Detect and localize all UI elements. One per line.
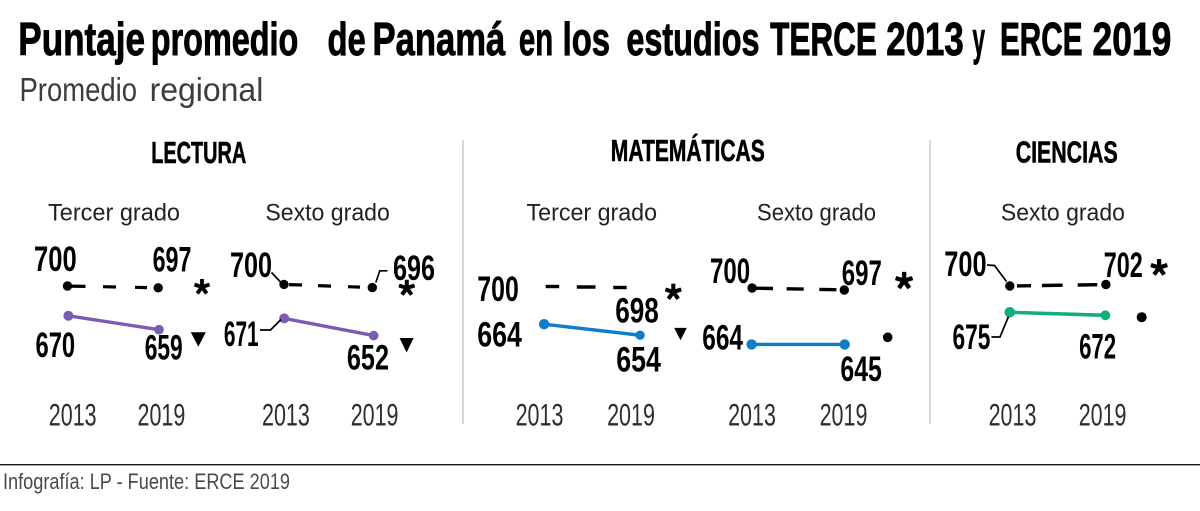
svg-text:2019: 2019 xyxy=(351,397,399,433)
svg-text:700: 700 xyxy=(477,270,519,309)
svg-text:700: 700 xyxy=(34,240,77,279)
svg-text:2013: 2013 xyxy=(886,13,964,65)
svg-text:Tercer grado: Tercer grado xyxy=(527,200,658,227)
svg-text:2019: 2019 xyxy=(607,397,655,433)
svg-text:645: 645 xyxy=(840,350,882,389)
svg-text:y: y xyxy=(973,13,986,65)
svg-text:Puntaje: Puntaje xyxy=(18,13,145,65)
svg-text:de: de xyxy=(328,13,366,65)
svg-text:702: 702 xyxy=(1104,246,1143,285)
svg-text:2019: 2019 xyxy=(138,397,186,433)
svg-text:698: 698 xyxy=(615,292,659,331)
svg-text:regional: regional xyxy=(150,71,264,108)
svg-text:700: 700 xyxy=(710,252,750,291)
svg-text:promedio: promedio xyxy=(151,13,298,65)
svg-text:700: 700 xyxy=(230,246,272,285)
svg-text:Tercer grado: Tercer grado xyxy=(48,200,180,227)
svg-text:2013: 2013 xyxy=(989,397,1037,433)
svg-text:700: 700 xyxy=(944,245,986,284)
svg-text:671: 671 xyxy=(224,315,259,354)
svg-text:los: los xyxy=(563,13,610,65)
svg-text:Sexto grado: Sexto grado xyxy=(265,200,390,227)
svg-text:2019: 2019 xyxy=(820,397,868,433)
svg-text:Sexto grado: Sexto grado xyxy=(1001,200,1125,227)
svg-text:675: 675 xyxy=(953,318,991,357)
svg-text:696: 696 xyxy=(393,249,435,288)
svg-text:664: 664 xyxy=(702,319,743,358)
svg-text:2013: 2013 xyxy=(262,397,310,433)
svg-text:670: 670 xyxy=(36,326,76,365)
svg-text:659: 659 xyxy=(145,328,183,367)
svg-text:Sexto grado: Sexto grado xyxy=(757,200,876,227)
svg-text:2013: 2013 xyxy=(516,397,564,433)
svg-text:CIENCIAS: CIENCIAS xyxy=(1016,135,1118,170)
svg-text:en: en xyxy=(519,13,553,65)
svg-text:697: 697 xyxy=(153,241,192,280)
svg-text:Promedio: Promedio xyxy=(20,71,138,108)
svg-text:697: 697 xyxy=(842,254,882,293)
svg-text:654: 654 xyxy=(616,341,661,380)
svg-text:664: 664 xyxy=(477,316,522,355)
svg-text:ERCE: ERCE xyxy=(1000,13,1083,65)
svg-text:estudios: estudios xyxy=(626,13,759,65)
svg-text:2019: 2019 xyxy=(1093,13,1172,65)
svg-text:Panamá: Panamá xyxy=(373,13,506,65)
svg-text:Infografía: LP - Fuente: ERCE: Infografía: LP - Fuente: ERCE 2019 xyxy=(3,469,290,494)
svg-text:TERCE: TERCE xyxy=(770,13,877,65)
svg-text:2019: 2019 xyxy=(1079,397,1127,433)
svg-text:2013: 2013 xyxy=(49,397,97,433)
svg-text:2013: 2013 xyxy=(728,397,776,433)
svg-text:LECTURA: LECTURA xyxy=(151,135,246,170)
svg-text:672: 672 xyxy=(1079,327,1116,366)
svg-text:652: 652 xyxy=(347,339,389,378)
svg-text:MATEMÁTICAS: MATEMÁTICAS xyxy=(611,133,765,168)
